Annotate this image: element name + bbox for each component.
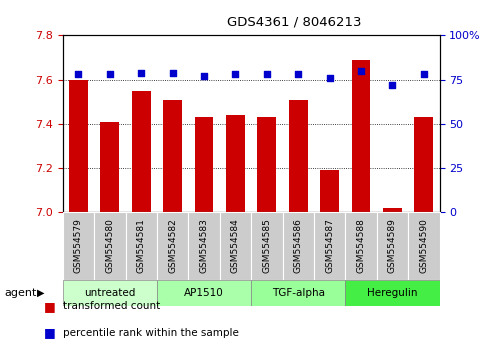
Text: GSM554581: GSM554581 <box>137 218 146 273</box>
Point <box>295 72 302 77</box>
Point <box>74 72 82 77</box>
Bar <box>251 280 345 306</box>
Bar <box>69 80 88 212</box>
Text: GSM554582: GSM554582 <box>168 218 177 273</box>
Point <box>326 75 333 81</box>
Text: AP1510: AP1510 <box>184 288 224 298</box>
Bar <box>63 212 94 280</box>
Bar <box>251 212 283 280</box>
Bar <box>188 212 220 280</box>
Text: GDS4361 / 8046213: GDS4361 / 8046213 <box>227 15 361 28</box>
Bar <box>257 117 276 212</box>
Bar <box>314 212 345 280</box>
Text: agent: agent <box>5 288 37 298</box>
Text: ■: ■ <box>43 300 55 313</box>
Text: GSM554579: GSM554579 <box>74 218 83 273</box>
Point <box>169 70 177 75</box>
Bar <box>100 122 119 212</box>
Text: GSM554588: GSM554588 <box>356 218 366 273</box>
Bar <box>163 99 182 212</box>
Text: GSM554587: GSM554587 <box>325 218 334 273</box>
Text: GSM554580: GSM554580 <box>105 218 114 273</box>
Bar <box>352 60 370 212</box>
Bar <box>195 117 213 212</box>
Text: GSM554585: GSM554585 <box>262 218 271 273</box>
Bar <box>94 212 126 280</box>
Point <box>357 68 365 74</box>
Point <box>106 72 114 77</box>
Text: GSM554589: GSM554589 <box>388 218 397 273</box>
Point <box>138 70 145 75</box>
Point <box>200 73 208 79</box>
Text: ■: ■ <box>43 326 55 339</box>
Point <box>420 72 428 77</box>
Point <box>232 72 240 77</box>
Text: GSM554590: GSM554590 <box>419 218 428 273</box>
Bar <box>220 212 251 280</box>
Bar <box>63 280 157 306</box>
Bar <box>132 91 151 212</box>
Text: percentile rank within the sample: percentile rank within the sample <box>63 328 239 338</box>
Text: GSM554583: GSM554583 <box>199 218 209 273</box>
Bar <box>283 212 314 280</box>
Bar <box>226 115 245 212</box>
Bar <box>414 117 433 212</box>
Text: TGF-alpha: TGF-alpha <box>272 288 325 298</box>
Text: ▶: ▶ <box>37 288 45 298</box>
Bar <box>345 280 440 306</box>
Bar <box>289 99 308 212</box>
Text: GSM554586: GSM554586 <box>294 218 303 273</box>
Bar <box>345 212 377 280</box>
Bar <box>126 212 157 280</box>
Bar <box>157 212 188 280</box>
Bar <box>383 208 402 212</box>
Text: untreated: untreated <box>84 288 136 298</box>
Text: GSM554584: GSM554584 <box>231 218 240 273</box>
Bar <box>320 170 339 212</box>
Text: transformed count: transformed count <box>63 301 160 311</box>
Point <box>389 82 397 88</box>
Bar <box>408 212 440 280</box>
Point <box>263 72 271 77</box>
Text: Heregulin: Heregulin <box>367 288 418 298</box>
Bar <box>377 212 408 280</box>
Bar <box>157 280 251 306</box>
